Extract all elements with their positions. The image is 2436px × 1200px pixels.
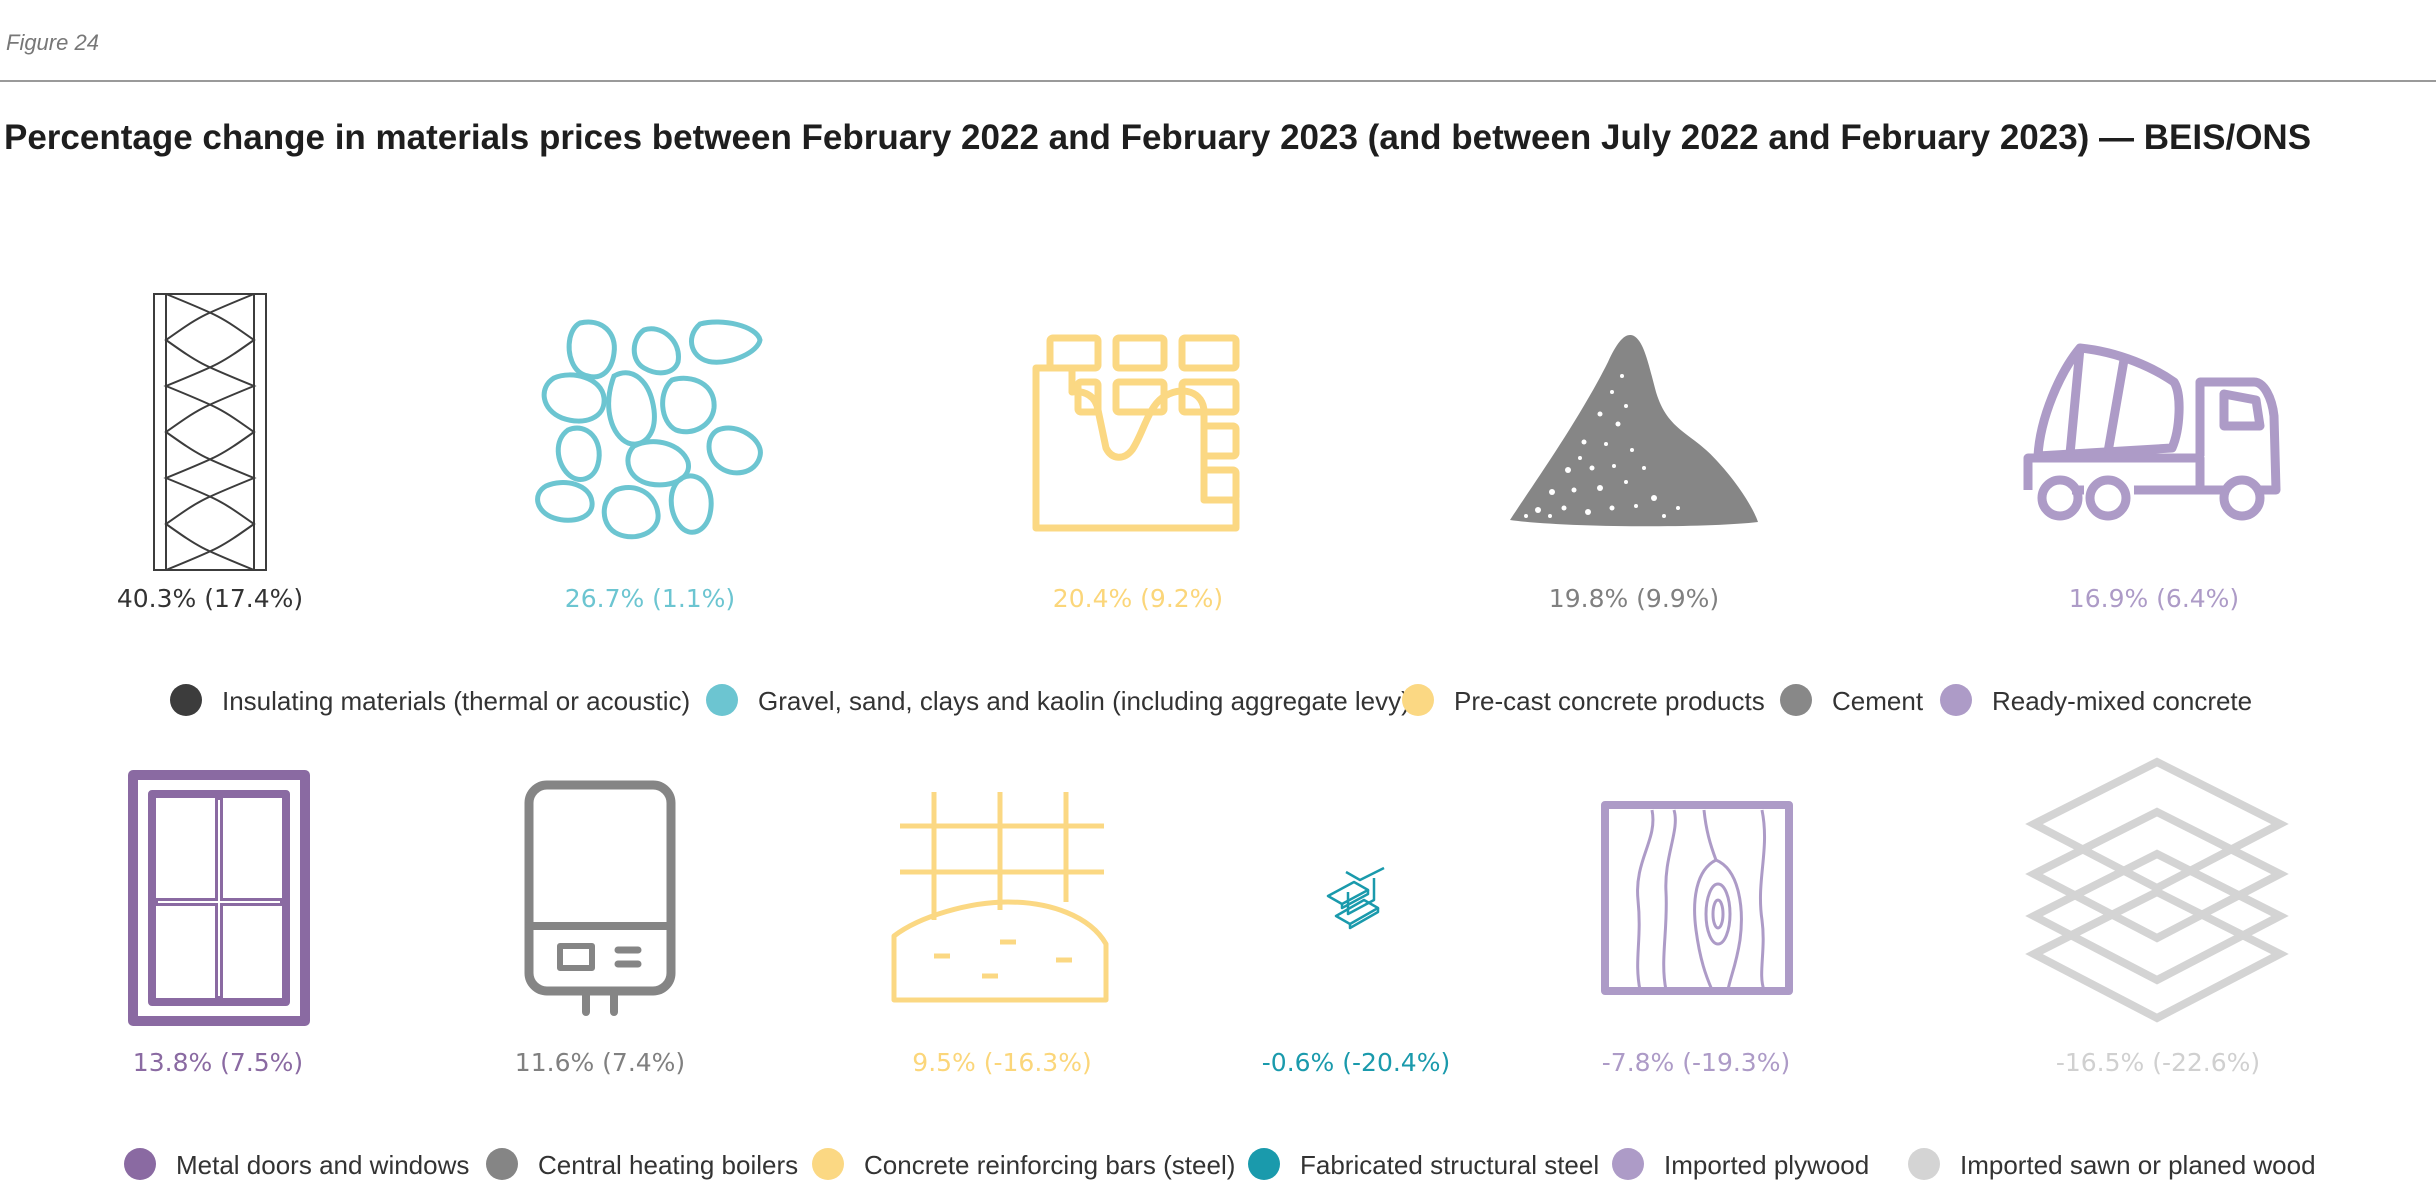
chart-title: Percentage change in materials prices be… xyxy=(4,118,2312,157)
cement-pile-icon xyxy=(1510,335,1758,527)
legend-marker xyxy=(1248,1148,1280,1180)
boiler-icon xyxy=(524,780,676,1016)
precast-blocks-icon xyxy=(1032,334,1240,532)
legend-row-1: Insulating materials (thermal or acousti… xyxy=(170,680,2270,720)
value-label-cement: 19.8% (9.9%) xyxy=(1548,584,1720,613)
legend-label: Imported plywood xyxy=(1664,1150,1870,1180)
value-label-imported-plywood: -7.8% (-19.3%) xyxy=(1601,1048,1791,1077)
legend-label: Cement xyxy=(1832,686,1924,716)
value-label-insulating-materials: 40.3% (17.4%) xyxy=(116,584,304,613)
legend-marker xyxy=(1940,684,1972,716)
legend-label: Metal doors and windows xyxy=(176,1150,470,1180)
steel-beam-icon xyxy=(1326,866,1385,930)
legend-row-2: Metal doors and windows Central heating … xyxy=(124,1144,2364,1184)
legend-label: Ready-mixed concrete xyxy=(1992,686,2253,716)
legend-label: Fabricated structural steel xyxy=(1300,1150,1600,1180)
legend-label: Imported sawn or planed wood xyxy=(1960,1150,2316,1180)
gravel-icon xyxy=(535,319,763,540)
legend-marker xyxy=(812,1148,844,1180)
concrete-mixer-truck-icon xyxy=(2023,343,2281,521)
value-label-central-heating-boilers: 11.6% (7.4%) xyxy=(514,1048,686,1077)
value-label-precast-concrete: 20.4% (9.2%) xyxy=(1052,584,1224,613)
legend-marker xyxy=(170,684,202,716)
value-label-metal-doors-windows: 13.8% (7.5%) xyxy=(132,1048,304,1077)
legend-label: Insulating materials (thermal or acousti… xyxy=(222,686,691,716)
legend-marker xyxy=(1612,1148,1644,1180)
legend-marker xyxy=(1402,684,1434,716)
legend-marker xyxy=(486,1148,518,1180)
plywood-icon xyxy=(1601,801,1793,995)
legend-label: Pre-cast concrete products xyxy=(1454,686,1765,716)
value-label-ready-mixed-concrete: 16.9% (6.4%) xyxy=(2068,584,2240,613)
legend-marker xyxy=(706,684,738,716)
legend-label: Gravel, sand, clays and kaolin (includin… xyxy=(758,686,1410,716)
figure-label: Figure 24 xyxy=(6,30,99,55)
insulation-icon xyxy=(153,293,267,571)
value-label-concrete-reinforcing-bars: 9.5% (-16.3%) xyxy=(912,1048,1092,1077)
legend-label: Concrete reinforcing bars (steel) xyxy=(864,1150,1236,1180)
value-label-fabricated-structural-steel: -0.6% (-20.4%) xyxy=(1261,1048,1451,1077)
legend-marker xyxy=(1908,1148,1940,1180)
header-divider xyxy=(0,80,2436,82)
legend-marker xyxy=(124,1148,156,1180)
window-icon xyxy=(128,770,310,1026)
stacked-layers-icon xyxy=(2025,757,2289,1023)
rebar-icon xyxy=(891,792,1109,1003)
value-label-imported-sawn-wood: -16.5% (-22.6%) xyxy=(2055,1048,2261,1077)
legend-marker xyxy=(1780,684,1812,716)
value-label-gravel-sand: 26.7% (1.1%) xyxy=(564,584,736,613)
legend-label: Central heating boilers xyxy=(538,1150,799,1180)
